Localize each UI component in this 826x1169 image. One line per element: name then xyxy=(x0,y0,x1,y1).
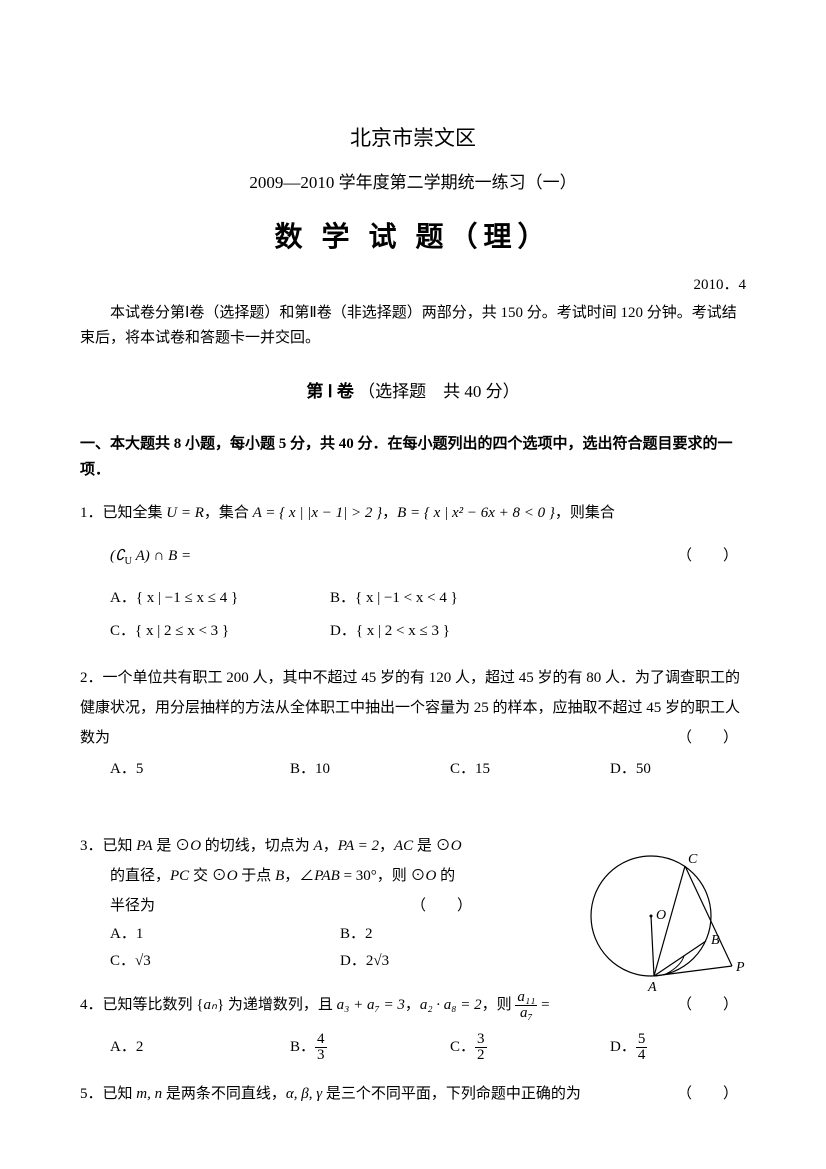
q5-stem: 5．已知 m, n 是两条不同直线，α, β, γ 是三个不同平面，下列命题中正… xyxy=(80,1079,746,1109)
q3-line1: 3．已知 PA 是 ⊙O 的切线，切点为 A，PA = 2，AC 是 ⊙O xyxy=(80,831,480,861)
volume-label: 第 Ⅰ 卷 xyxy=(306,382,354,401)
q2-paren: （ ） xyxy=(677,723,746,753)
intro-text: 本试卷分第Ⅰ卷（选择题）和第Ⅱ卷（非选择题）两部分，共 150 分。考试时间 1… xyxy=(80,301,746,352)
header-district: 北京市崇文区 xyxy=(80,120,746,158)
volume-title: 第 Ⅰ 卷 （选择题 共 40 分） xyxy=(80,377,746,408)
q1-opt-a: A．{ x | −1 ≤ x ≤ 4 } xyxy=(110,582,330,615)
geometry-svg: C O B P A xyxy=(566,831,756,1001)
q2-opt-a: A．5 xyxy=(110,753,290,786)
q3-opt-c: C．√3 xyxy=(110,948,340,975)
exam-date: 2010．4 xyxy=(80,272,746,299)
q1-opt-c: C．{ x | 2 ≤ x < 3 } xyxy=(110,615,330,648)
q2-opt-d: D．50 xyxy=(610,753,730,786)
q3-line2: 的直径，PC 交 ⊙O 于点 B，∠PAB = 30°，则 ⊙O 的 xyxy=(80,861,480,891)
q2-opt-b: B．10 xyxy=(290,753,450,786)
q3-options: A．1 B．2 C．√3 D．2√3 xyxy=(80,921,480,975)
q2-stem: 2．一个单位共有职工 200 人，其中不超过 45 岁的有 120 人，超过 4… xyxy=(80,663,746,753)
q4-paren: （ ） xyxy=(677,990,746,1020)
q4-opt-b: B．43 xyxy=(290,1031,450,1064)
q3-opt-a: A．1 xyxy=(110,921,340,948)
question-5: 5．已知 m, n 是两条不同直线，α, β, γ 是三个不同平面，下列命题中正… xyxy=(80,1079,746,1109)
volume-note: （选择题 共 40 分） xyxy=(358,382,520,401)
q4-opt-c: C．32 xyxy=(450,1031,610,1064)
circle-diagram: C O B P A xyxy=(566,831,756,1011)
question-4: 4．已知等比数列 {aₙ} 为递增数列，且 a₃ + a₇ = 3，a₂ · a… xyxy=(80,990,746,1064)
q1-options: A．{ x | −1 ≤ x ≤ 4 } B．{ x | −1 < x < 4 … xyxy=(80,582,746,648)
q1-expression: (∁U A) ∩ B = xyxy=(110,548,191,564)
question-1: 1．已知全集 U = R，集合 A = { x | |x − 1| > 2 }，… xyxy=(80,498,746,648)
q2-options: A．5 B．10 C．15 D．50 xyxy=(80,753,746,786)
svg-text:B: B xyxy=(711,933,720,948)
q5-paren: （ ） xyxy=(677,1079,746,1109)
svg-text:C: C xyxy=(688,852,698,867)
header-subtitle: 2009—2010 学年度第二学期统一练习（一） xyxy=(80,168,746,199)
q1-opt-b: B．{ x | −1 < x < 4 } xyxy=(330,582,458,615)
q3-opt-b: B．2 xyxy=(340,921,460,948)
q4-opt-a: A．2 xyxy=(110,1031,290,1064)
svg-text:P: P xyxy=(735,960,745,975)
q4-options: A．2 B．43 C．32 D．54 xyxy=(80,1031,746,1064)
q1-paren: （ ） xyxy=(677,543,746,570)
q2-opt-c: C．15 xyxy=(450,753,610,786)
q1-stem: 1．已知全集 U = R，集合 A = { x | |x − 1| > 2 }，… xyxy=(80,498,746,528)
q3-line3: 半径为 （ ） xyxy=(80,891,480,921)
q4-stem: 4．已知等比数列 {aₙ} 为递增数列，且 a₃ + a₇ = 3，a₂ · a… xyxy=(80,990,746,1021)
q1-expression-row: (∁U A) ∩ B = （ ） xyxy=(80,543,746,572)
q3-opt-d: D．2√3 xyxy=(340,948,460,975)
header-title: 数 学 试 题（理） xyxy=(80,213,746,263)
svg-text:O: O xyxy=(656,908,666,923)
q4-opt-d: D．54 xyxy=(610,1031,730,1064)
q1-opt-d: D．{ x | 2 < x ≤ 3 } xyxy=(330,615,450,648)
q3-paren: （ ） xyxy=(411,891,480,921)
section-heading: 一、本大题共 8 小题，每小题 5 分，共 40 分．在每小题列出的四个选项中，… xyxy=(80,432,746,483)
question-2: 2．一个单位共有职工 200 人，其中不超过 45 岁的有 120 人，超过 4… xyxy=(80,663,746,786)
question-3: 3．已知 PA 是 ⊙O 的切线，切点为 A，PA = 2，AC 是 ⊙O 的直… xyxy=(80,831,746,975)
